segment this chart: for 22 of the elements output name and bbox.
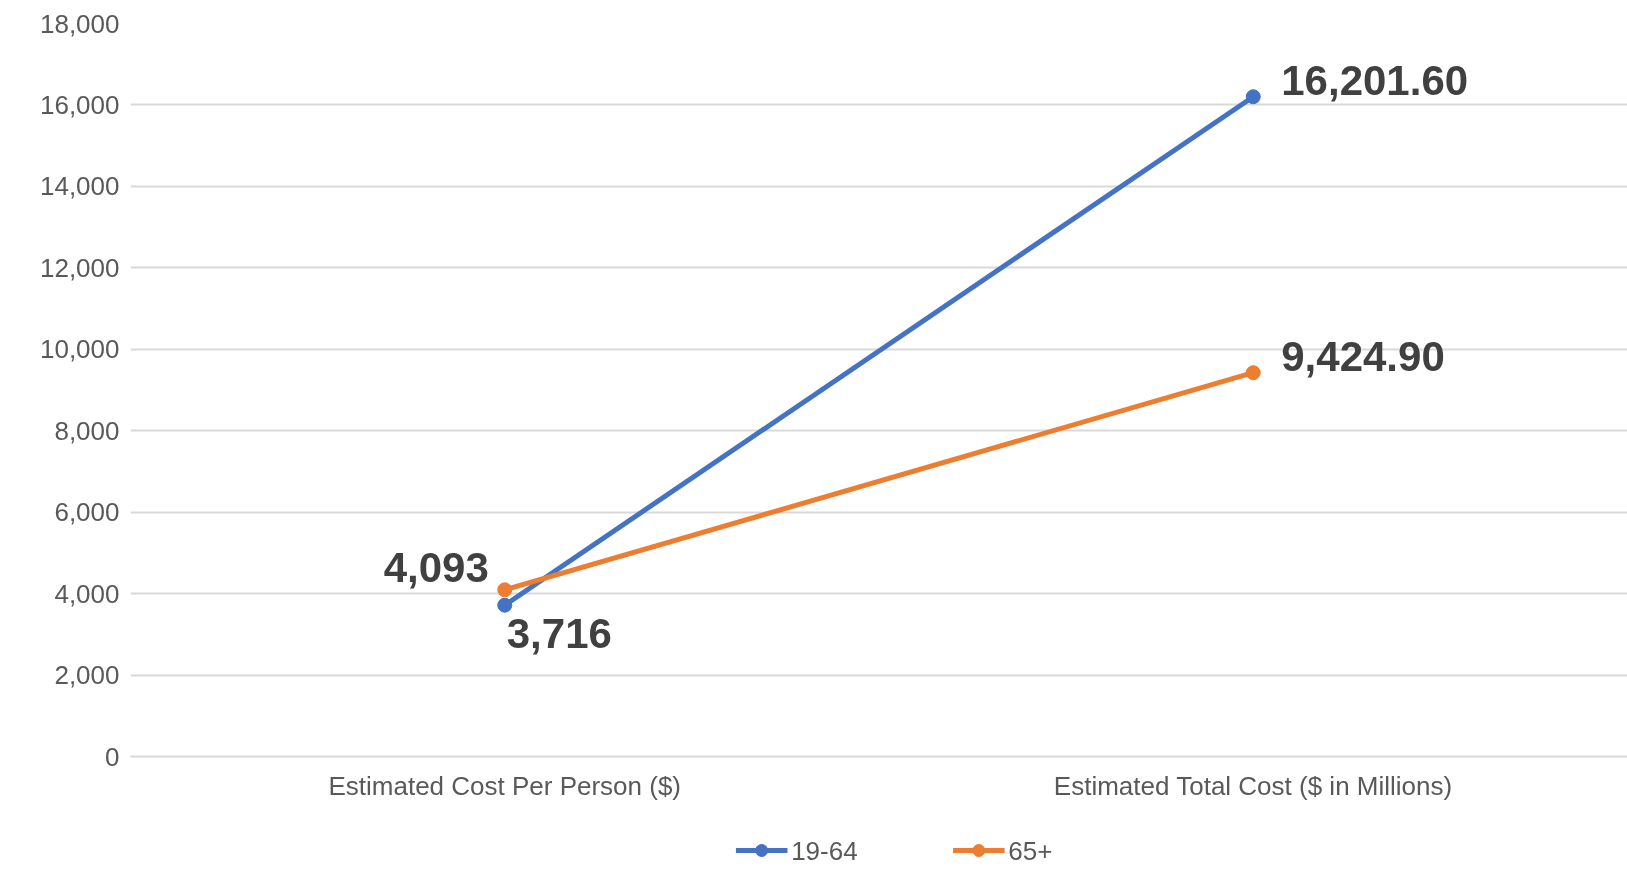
- y-tick-label: 0: [105, 741, 120, 772]
- point: [497, 597, 513, 613]
- point: [1245, 365, 1261, 381]
- y-tick-label: 16,000: [39, 89, 120, 120]
- y-tick-label: 4,000: [54, 578, 120, 609]
- y-tick-label: 14,000: [39, 171, 120, 202]
- x-tick-label: Estimated Total Cost ($ in Millions): [1053, 770, 1453, 801]
- point: [1245, 89, 1261, 105]
- y-tick-label: 18,000: [39, 8, 120, 39]
- legend-label: 65+: [1008, 835, 1053, 866]
- y-tick-label: 6,000: [54, 497, 120, 528]
- data-label: 9,424.90: [1281, 332, 1445, 380]
- y-tick-label: 8,000: [54, 415, 120, 446]
- y-tick-label: 12,000: [39, 252, 120, 283]
- y-tick-label: 2,000: [54, 660, 120, 691]
- data-label: 3,716: [506, 610, 612, 658]
- point: [497, 582, 513, 598]
- y-tick-label: 10,000: [39, 334, 120, 365]
- x-tick-label: Estimated Cost Per Person ($): [328, 770, 682, 801]
- legend-label: 19-64: [791, 835, 858, 866]
- data-label: 4,093: [383, 543, 489, 591]
- data-label: 16,201.60: [1281, 56, 1469, 104]
